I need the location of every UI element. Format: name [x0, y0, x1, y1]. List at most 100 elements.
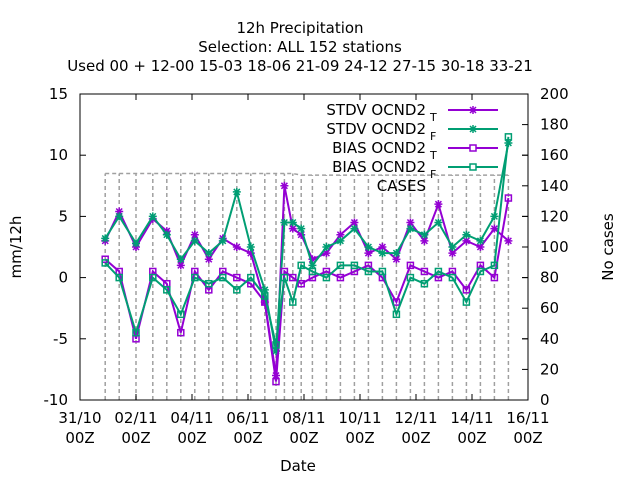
series-point	[336, 236, 345, 245]
x-tick-label-date: 31/10	[58, 409, 101, 427]
series-point	[378, 267, 387, 276]
series-point	[297, 224, 306, 233]
series-point	[336, 230, 345, 239]
series-point	[322, 243, 331, 251]
series-point	[490, 224, 499, 233]
series-point	[115, 212, 124, 221]
legend-label-subscript: T	[429, 111, 437, 124]
x-tick-label-date: 16/11	[506, 409, 549, 427]
series-point	[322, 249, 331, 258]
series-point	[308, 267, 317, 276]
series-point	[280, 273, 289, 282]
series-point	[406, 218, 415, 227]
title-line-2: Selection: ALL 152 stations	[198, 38, 402, 56]
y2-axis: 0 20 40 60 80 100 120 140 160 180 200	[522, 85, 569, 409]
series-point	[297, 279, 305, 288]
series-point	[272, 341, 280, 349]
y-axis: -10 -5 0 5 10 15	[44, 85, 528, 409]
series-layer	[101, 133, 513, 386]
x-tick-label-hour: 00Z	[401, 429, 430, 447]
series-point	[420, 236, 429, 245]
y-tick-label: -5	[53, 330, 68, 348]
series-point	[476, 243, 485, 251]
series-point	[490, 273, 499, 282]
series-point	[260, 285, 269, 294]
legend-marker	[469, 163, 477, 171]
series-point	[420, 230, 429, 239]
series-point	[218, 236, 227, 245]
series-point	[288, 218, 297, 227]
series-point	[378, 243, 387, 251]
series-point	[434, 267, 443, 276]
series-point	[420, 279, 429, 288]
x-tick-label-date: 06/11	[226, 409, 269, 427]
series-point	[504, 133, 513, 141]
legend-label: CASES	[377, 177, 426, 195]
series-line	[104, 197, 510, 382]
y2-tick-label: 160	[540, 146, 569, 164]
x-tick-label-hour: 00Z	[233, 429, 262, 447]
series-point	[336, 261, 345, 270]
series-point	[462, 230, 471, 239]
y2-tick-label: 80	[540, 269, 559, 287]
series-line	[104, 136, 510, 346]
y2-tick-label: 140	[540, 177, 569, 195]
series-point	[322, 273, 331, 282]
series-point	[177, 328, 185, 337]
series-point	[364, 249, 373, 258]
series-point	[406, 224, 415, 233]
series-point	[476, 236, 485, 245]
series-point	[247, 273, 255, 282]
series-point	[364, 243, 373, 251]
y2-tick-label: 180	[540, 116, 569, 134]
series-point	[246, 249, 255, 258]
series-point	[280, 181, 289, 190]
series-point	[115, 273, 123, 282]
series-point	[246, 243, 255, 251]
x-tick-label-date: 04/11	[170, 409, 213, 427]
series-point	[448, 273, 457, 282]
series-point	[308, 255, 317, 264]
series-point	[350, 224, 359, 233]
y2-tick-label: 60	[540, 299, 559, 317]
x-tick-label-date: 02/11	[114, 409, 157, 427]
y-tick-label: 15	[49, 85, 68, 103]
series-point	[420, 267, 429, 276]
series-point	[204, 255, 213, 264]
series-point	[232, 187, 241, 196]
series-point	[308, 261, 317, 270]
series-point	[392, 249, 401, 258]
series-point	[289, 273, 297, 282]
series-point	[233, 273, 241, 282]
legend-label: BIAS OCND2	[332, 139, 426, 157]
series-line	[105, 172, 509, 176]
x-tick-label-date: 12/11	[394, 409, 437, 427]
y-tick-label: -10	[44, 391, 69, 409]
series-point	[280, 218, 289, 227]
series-point	[190, 236, 199, 245]
x-tick-label-hour: 00Z	[177, 429, 206, 447]
title-line-3: Used 00 + 12-00 15-03 18-06 21-09 24-12 …	[67, 57, 533, 75]
series-point	[149, 273, 157, 282]
y-tick-label: 5	[58, 207, 68, 225]
series-point	[462, 298, 471, 306]
series-point	[148, 212, 157, 221]
series-point	[205, 279, 213, 288]
series-point	[101, 259, 109, 267]
series-point	[406, 261, 415, 270]
x-tick-label-hour: 00Z	[289, 429, 318, 447]
legend-label-subscript: F	[430, 168, 436, 181]
series-point	[476, 267, 485, 276]
series-point	[176, 255, 185, 264]
x-tick-label-hour: 00Z	[345, 429, 374, 447]
series-point	[232, 243, 241, 251]
series-point	[176, 261, 185, 270]
series-point	[261, 292, 269, 300]
x-axis: 31/10 00Z 02/11 00Z 04/11 00Z 06/11 00Z 08/11 00Z…	[58, 94, 550, 447]
y-tick-label: 0	[58, 269, 68, 287]
series-point	[364, 267, 373, 276]
series-point	[177, 310, 185, 319]
legend-label-subscript: T	[429, 149, 437, 162]
